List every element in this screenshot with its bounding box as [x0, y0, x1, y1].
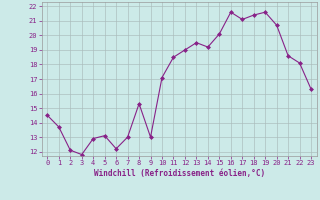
X-axis label: Windchill (Refroidissement éolien,°C): Windchill (Refroidissement éolien,°C)	[94, 169, 265, 178]
